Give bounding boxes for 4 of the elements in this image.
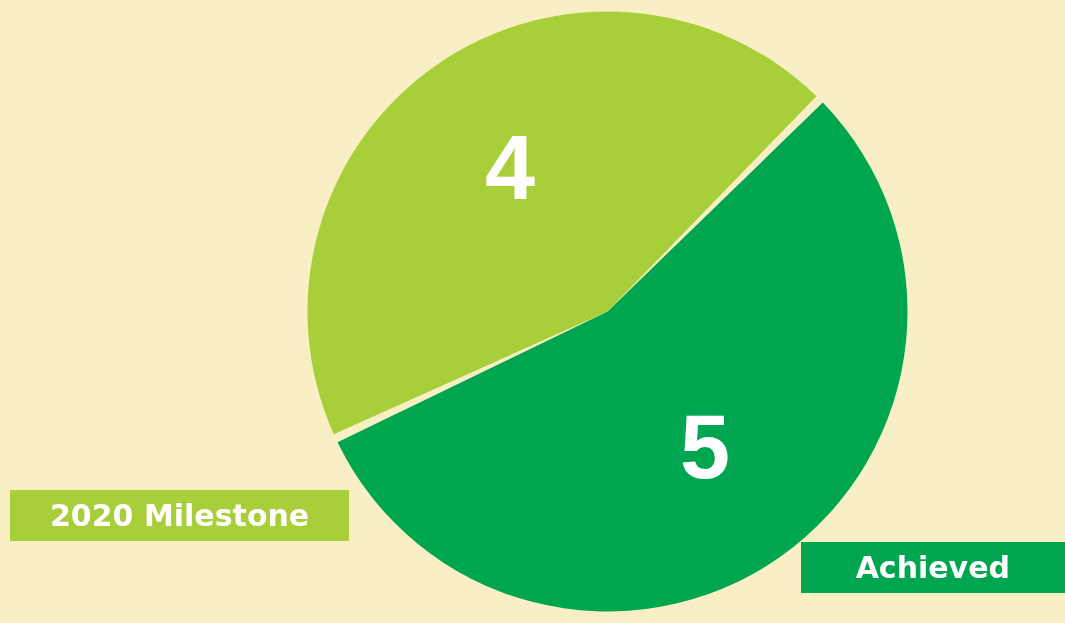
- slice-label: Achieved: [800, 542, 1065, 593]
- slice-label: 2020 Milestone: [10, 490, 350, 541]
- data-label: 5: [679, 396, 731, 497]
- data-label: 4: [484, 118, 536, 219]
